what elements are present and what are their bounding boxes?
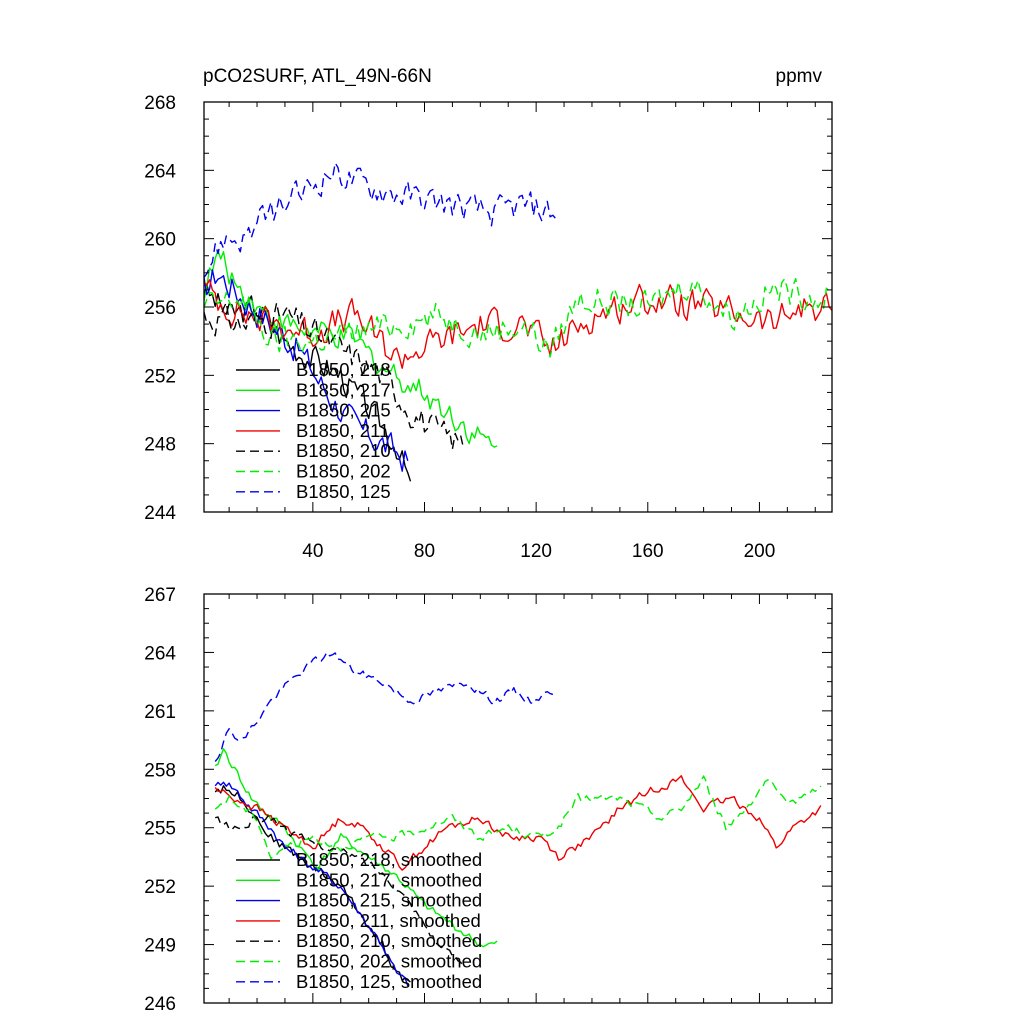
bottom-legend-label: B1850, 210, smoothed <box>296 930 482 951</box>
bottom-legend-label: B1850, 218, smoothed <box>296 849 482 870</box>
top-series-line-b1850-202 <box>204 277 832 358</box>
bottom-y-tick-label: 258 <box>144 760 176 781</box>
top-series-line-b1850-125 <box>204 162 557 278</box>
bottom-legend-label: B1850, 202, smoothed <box>296 951 482 972</box>
top-panel: pCO2SURF, ATL_49N-66N ppmv 40 80 120 160 200… <box>144 66 833 562</box>
bottom-series-group <box>214 651 822 987</box>
bottom-series-line-b1850-125-smoothed <box>214 651 554 762</box>
top-chart-units: ppmv <box>776 66 823 87</box>
top-legend-label: B1850, 218 <box>296 359 391 380</box>
bottom-legend-label: B1850, 125, smoothed <box>296 971 482 992</box>
top-y-tick-label: 264 <box>144 161 176 182</box>
bottom-series-line-b1850-210-smoothed <box>215 814 465 968</box>
top-x-tick-label: 80 <box>414 541 435 562</box>
bottom-legend-label: B1850, 211, smoothed <box>296 910 481 931</box>
top-x-tick-label: 200 <box>744 541 776 562</box>
bottom-series-line-b1850-211-smoothed <box>214 775 822 871</box>
top-x-tick-label: 160 <box>632 541 664 562</box>
top-series-group <box>204 162 832 482</box>
top-legend-label: B1850, 210 <box>296 440 391 461</box>
top-x-tick-label: 120 <box>520 541 552 562</box>
top-y-tick-label: 248 <box>144 435 176 456</box>
bottom-y-tick-label: 255 <box>144 819 176 840</box>
top-legend-label: B1850, 217 <box>296 379 391 400</box>
top-chart-title: pCO2SURF, ATL_49N-66N <box>203 66 432 87</box>
bottom-y-tick-label: 267 <box>144 585 176 606</box>
bottom-y-tick-label: 252 <box>144 877 176 898</box>
top-series-line-b1850-211 <box>204 279 832 369</box>
bottom-y-tick-label: 261 <box>144 702 176 723</box>
bottom-panel: 246 249 252 255 258 261 264 267 B1850, 218, smoo… <box>144 585 833 1015</box>
top-legend-label: B1850, 202 <box>296 461 391 482</box>
bottom-series-line-b1850-202-smoothed <box>214 775 822 860</box>
top-series-line-b1850-218 <box>204 283 412 482</box>
top-legend-label: B1850, 215 <box>296 400 391 421</box>
bottom-y-tick-label: 264 <box>144 643 176 664</box>
top-legend-label: B1850, 125 <box>296 481 391 502</box>
bottom-legend-label: B1850, 217, smoothed <box>296 869 482 890</box>
top-x-tick-label: 40 <box>302 541 323 562</box>
top-y-tick-label: 256 <box>144 298 176 319</box>
bottom-y-tick-label: 246 <box>144 994 176 1015</box>
bottom-series-line-b1850-215-smoothed <box>214 781 409 987</box>
bottom-y-tick-label: 249 <box>144 936 176 957</box>
top-legend-label: B1850, 211 <box>296 420 389 441</box>
top-y-tick-label: 252 <box>144 366 176 387</box>
top-y-tick-label: 244 <box>144 503 176 524</box>
top-y-tick-label: 268 <box>144 93 176 114</box>
top-y-tick-label: 260 <box>144 230 176 251</box>
bottom-legend-label: B1850, 215, smoothed <box>296 890 482 911</box>
